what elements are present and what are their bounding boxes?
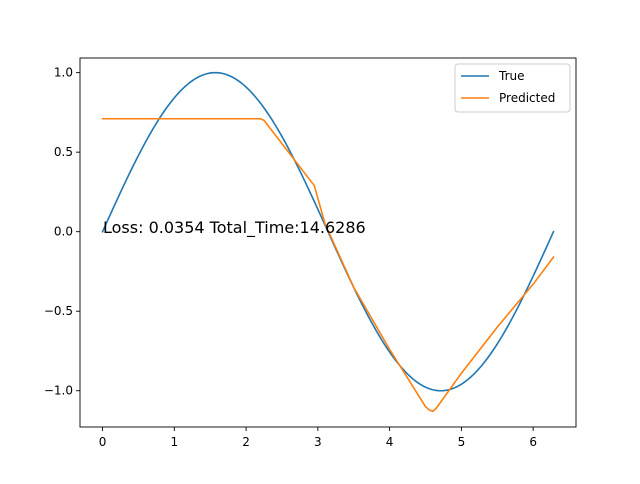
axes-frame: [79, 57, 577, 428]
legend: True Predicted: [454, 63, 571, 113]
plot-area: [80, 58, 576, 427]
axes-background: [80, 58, 576, 427]
x-tick-label: 2: [242, 435, 250, 449]
y-tick-label: −0.5: [44, 304, 73, 318]
x-tick-label: 6: [529, 435, 537, 449]
y-tick-label: 0.0: [54, 225, 73, 239]
series-layer: [101, 71, 555, 413]
y-tick-label: 0.5: [54, 145, 73, 159]
series-line-predicted: [101, 117, 555, 413]
x-tick-label: 0: [99, 435, 107, 449]
loss-annotation: Loss: 0.0354 Total_Time:14.6286: [103, 218, 366, 238]
y-tick-label: 1.0: [54, 66, 73, 80]
y-tick-label: −1.0: [44, 384, 73, 398]
legend-label-predicted: Predicted: [499, 91, 555, 105]
x-tick-label: 3: [314, 435, 322, 449]
x-tick-label: 1: [170, 435, 178, 449]
legend-label-true: True: [498, 69, 525, 83]
x-tick-label: 4: [386, 435, 394, 449]
x-tick-label: 5: [458, 435, 466, 449]
axes-layer: 0 1 2 3 4 5 6 −1.0 −0.5 0.0 0.5 1.0: [44, 57, 577, 449]
